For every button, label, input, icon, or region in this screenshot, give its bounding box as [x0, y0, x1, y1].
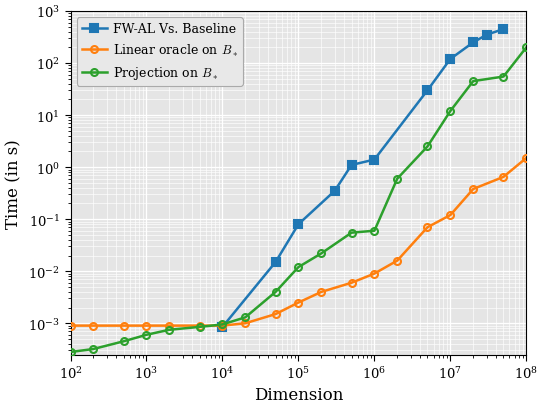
Projection on $B_*$ [394, 177, 400, 182]
Projection on $B_*$ [523, 46, 530, 51]
Projection on $B_*$ [273, 290, 279, 294]
Projection on $B_*$ [447, 109, 454, 114]
FW-AL Vs. Baseline [483, 33, 490, 38]
Linear oracle on $B_*$ [90, 324, 97, 328]
Linear oracle on $B_*$ [523, 156, 530, 161]
FW-AL Vs. Baseline [470, 41, 477, 46]
Linear oracle on $B_*$ [318, 290, 325, 294]
Linear oracle on $B_*$ [219, 324, 226, 328]
Linear oracle on $B_*$ [143, 324, 150, 328]
Projection on $B_*$ [348, 231, 355, 236]
Linear oracle on $B_*$ [500, 175, 506, 180]
Linear oracle on $B_*$ [447, 213, 454, 218]
FW-AL Vs. Baseline [273, 260, 279, 265]
X-axis label: Dimension: Dimension [254, 387, 343, 403]
Projection on $B_*$ [242, 315, 249, 320]
Projection on $B_*$ [219, 322, 226, 327]
FW-AL Vs. Baseline [371, 158, 378, 163]
Linear oracle on $B_*$ [67, 324, 74, 328]
Y-axis label: Time (in s): Time (in s) [5, 139, 22, 228]
Projection on $B_*$ [196, 325, 203, 330]
Projection on $B_*$ [424, 145, 431, 150]
Linear oracle on $B_*$ [371, 272, 378, 276]
Linear oracle on $B_*$ [242, 321, 249, 326]
FW-AL Vs. Baseline [295, 222, 302, 227]
Linear oracle on $B_*$ [295, 300, 302, 305]
Legend: FW-AL Vs. Baseline, Linear oracle on $B_*$, Projection on $B_*$: FW-AL Vs. Baseline, Linear oracle on $B_… [77, 18, 243, 87]
Linear oracle on $B_*$ [196, 324, 203, 328]
Projection on $B_*$ [143, 333, 150, 337]
Projection on $B_*$ [470, 79, 477, 84]
Projection on $B_*$ [90, 347, 97, 352]
Projection on $B_*$ [166, 328, 172, 333]
Line: FW-AL Vs. Baseline: FW-AL Vs. Baseline [218, 26, 508, 331]
Projection on $B_*$ [371, 229, 378, 234]
Linear oracle on $B_*$ [470, 187, 477, 192]
FW-AL Vs. Baseline [447, 57, 454, 62]
Linear oracle on $B_*$ [273, 312, 279, 317]
Line: Projection on $B_*$: Projection on $B_*$ [67, 45, 530, 355]
Linear oracle on $B_*$ [424, 225, 431, 230]
Projection on $B_*$ [67, 350, 74, 355]
Linear oracle on $B_*$ [394, 258, 400, 263]
FW-AL Vs. Baseline [331, 189, 338, 194]
Projection on $B_*$ [295, 265, 302, 270]
FW-AL Vs. Baseline [424, 89, 431, 94]
Linear oracle on $B_*$ [120, 324, 127, 328]
Projection on $B_*$ [500, 75, 506, 80]
FW-AL Vs. Baseline [219, 325, 226, 330]
FW-AL Vs. Baseline [348, 163, 355, 168]
Projection on $B_*$ [120, 339, 127, 344]
Projection on $B_*$ [318, 251, 325, 256]
FW-AL Vs. Baseline [500, 27, 506, 32]
Line: Linear oracle on $B_*$: Linear oracle on $B_*$ [67, 155, 530, 329]
Linear oracle on $B_*$ [166, 324, 172, 328]
Linear oracle on $B_*$ [348, 281, 355, 285]
